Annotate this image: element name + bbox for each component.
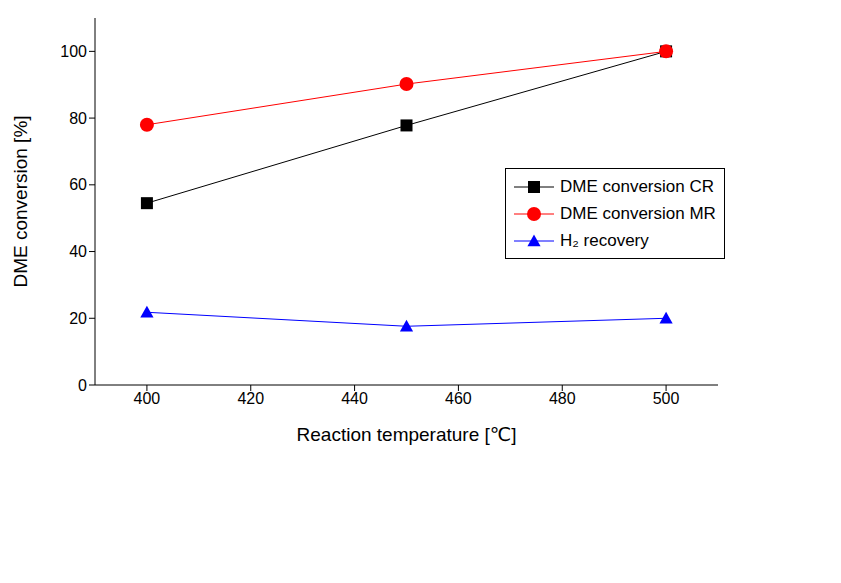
html-text:DME conversion CR: DME conversion CR <box>560 176 714 196</box>
svg-text:60: 60 <box>69 176 87 193</box>
svg-text:80: 80 <box>69 110 87 127</box>
svg-text:500: 500 <box>653 390 680 407</box>
svg-text:440: 440 <box>341 390 368 407</box>
svg-text:480: 480 <box>549 390 576 407</box>
svg-text:DME conversion [%]: DME conversion [%] <box>10 115 31 287</box>
html-text:DME conversion MR: DME conversion MR <box>560 203 716 223</box>
svg-text:40: 40 <box>69 243 87 260</box>
svg-text:Reaction temperature [℃]: Reaction temperature [℃] <box>297 424 517 445</box>
svg-text:420: 420 <box>237 390 264 407</box>
svg-text:100: 100 <box>60 43 87 60</box>
svg-text:0: 0 <box>78 377 87 394</box>
html-text:H₂ recovery: H₂ recovery <box>560 230 649 250</box>
svg-text:20: 20 <box>69 310 87 327</box>
svg-text:400: 400 <box>134 390 161 407</box>
svg-text:460: 460 <box>445 390 472 407</box>
